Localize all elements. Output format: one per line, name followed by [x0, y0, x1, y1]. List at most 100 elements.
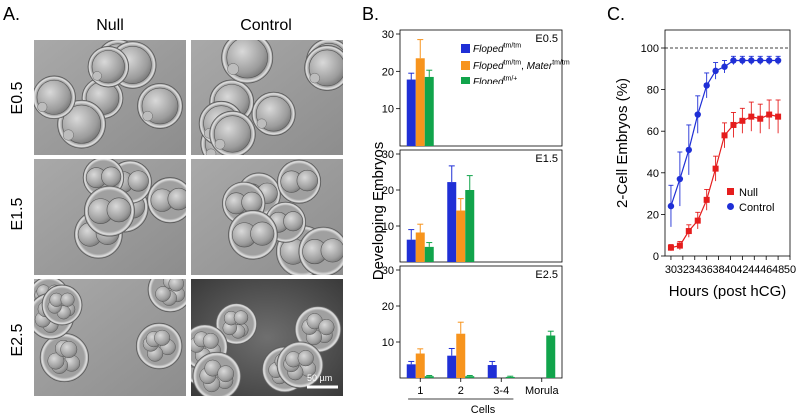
blastomere [154, 329, 171, 346]
y-tick-label: 30 [382, 265, 394, 277]
blastomere [127, 170, 149, 192]
data-point [766, 111, 773, 118]
bar [505, 376, 515, 378]
micrograph-tile [191, 159, 343, 275]
data-point [730, 121, 737, 128]
legend-swatch [461, 60, 470, 70]
polar-body [227, 63, 240, 75]
data-point [730, 57, 737, 64]
micrograph-tile [34, 279, 186, 396]
data-point [739, 57, 746, 64]
panel-b-cells-title: Cells [471, 404, 496, 416]
bar [424, 376, 434, 378]
bar [447, 182, 457, 262]
row-label-e05: E0.5 [9, 81, 26, 114]
data-point [721, 132, 728, 139]
panel-b-legend: Flopedtm/tm Flopedtm/tm, Matertm/tm Floped… [461, 43, 591, 84]
chart-frame [399, 265, 563, 379]
y-tick-label: 10 [382, 221, 394, 233]
row-label-e15: E1.5 [9, 197, 26, 230]
chart-frame [399, 149, 563, 263]
data-point [676, 242, 683, 249]
micrograph-tile [191, 40, 343, 155]
bar [424, 246, 434, 262]
blastomere [250, 221, 275, 246]
micrograph-tile [34, 159, 186, 275]
polar-body [256, 118, 267, 129]
data-point [757, 115, 764, 122]
blastomere [47, 352, 65, 370]
legend-label: Flopedtm/tm, Matertm/tm [473, 59, 570, 72]
legend-entry: Flopedtm/tm, Matertm/tm [461, 56, 591, 72]
blastomere [320, 238, 343, 263]
polar-body [309, 72, 320, 84]
x-tick-label: 42 [736, 264, 748, 276]
y-tick-label: 30 [382, 29, 394, 41]
bar [487, 365, 497, 378]
bar [415, 232, 425, 262]
y-tick-label: 80 [647, 85, 659, 97]
bar [465, 190, 475, 262]
blastomere [297, 350, 314, 367]
data-point [667, 244, 674, 251]
data-point [739, 117, 746, 124]
data-point [765, 57, 773, 64]
blastomere [155, 286, 171, 302]
scale-bar-label: 50 µm [307, 373, 332, 383]
series-Control [667, 55, 782, 227]
x-tick-label: 50 [784, 264, 796, 276]
legend-entry: Flopedtm/+ [461, 73, 591, 84]
legend-label: Flopedtm/tm [473, 43, 522, 56]
panel-a: A. Null Control E0.5 E1.5 E2.5 50 µm [3, 4, 343, 396]
data-point [712, 67, 719, 75]
bar [406, 79, 416, 146]
legend-marker [727, 203, 734, 210]
y-tick-label: 20 [382, 301, 394, 313]
polar-body [205, 148, 217, 155]
data-point [748, 113, 755, 120]
x-tick-label: 46 [760, 264, 772, 276]
chart-title: E2.5 [535, 269, 558, 281]
row-label-e25: E2.5 [9, 323, 26, 356]
bar [424, 76, 434, 146]
data-point [748, 57, 755, 64]
y-tick-label: 20 [647, 209, 659, 221]
panel-a-letter: A. [3, 4, 20, 24]
bar [465, 376, 475, 378]
blastomere [318, 319, 335, 336]
y-tick-label: 10 [382, 337, 394, 349]
y-tick-label: 20 [382, 185, 394, 197]
y-tick-label: 60 [647, 126, 659, 138]
data-point [774, 57, 782, 64]
col-label-control: Control [240, 17, 292, 34]
x-tick-label: 38 [712, 264, 724, 276]
y-tick-label: 0 [653, 251, 659, 263]
blastomere [60, 341, 78, 358]
data-point [757, 57, 764, 64]
data-point [685, 146, 693, 154]
panel-b: B. Developing Embryos 10 20 30 E0.5 10 20 30 E1… [362, 4, 591, 416]
blastomere [60, 292, 75, 307]
col-label-null: Null [96, 17, 124, 34]
x-tick-label: 44 [748, 264, 760, 276]
polar-body [62, 129, 74, 141]
x-tick-label: 36 [701, 264, 713, 276]
y-axis-label: 2-Cell Embryos (%) [614, 78, 631, 208]
polar-body [214, 138, 226, 150]
x-tick-label: 48 [772, 264, 784, 276]
data-point [703, 82, 710, 89]
panel-b-letter: B. [362, 4, 379, 24]
data-point [775, 113, 782, 120]
chart-title: E1.5 [535, 153, 558, 165]
blastomere [168, 279, 184, 292]
data-point [721, 63, 728, 70]
legend-swatch [461, 44, 470, 54]
y-tick-label: 10 [382, 104, 394, 116]
y-tick-label: 40 [647, 168, 659, 180]
blastomere [233, 310, 249, 325]
polar-body [92, 71, 102, 81]
blastomere [241, 191, 263, 213]
y-tick-label: 100 [641, 43, 659, 55]
bar [546, 335, 556, 378]
data-point [685, 228, 692, 235]
